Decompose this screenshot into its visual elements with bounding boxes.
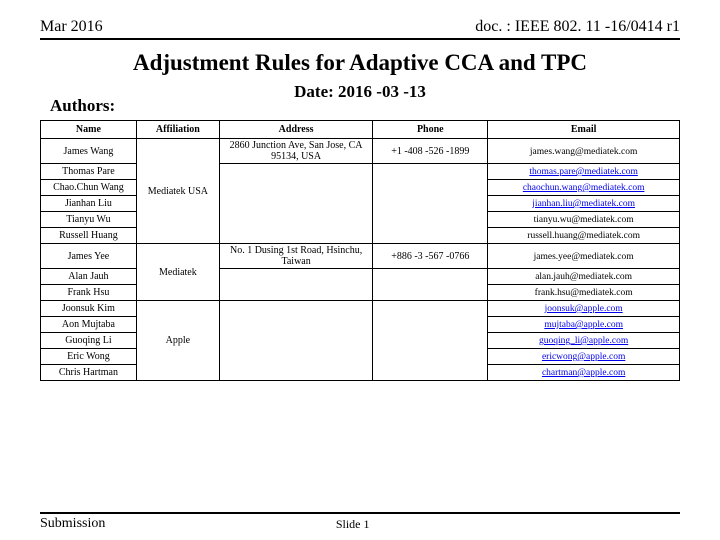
footer-slide: Slide 1	[105, 517, 600, 532]
author-phone	[373, 301, 488, 381]
author-affiliation: Mediatek	[136, 244, 219, 301]
author-phone: +1 -408 -526 -1899	[373, 139, 488, 164]
author-name: James Yee	[41, 244, 137, 269]
author-name: Chao.Chun Wang	[41, 180, 137, 196]
author-email: james.wang@mediatek.com	[488, 139, 680, 164]
page-title: Adjustment Rules for Adaptive CCA and TP…	[40, 50, 680, 76]
author-email: james.yee@mediatek.com	[488, 244, 680, 269]
author-address: No. 1 Dusing 1st Road, Hsinchu, Taiwan	[219, 244, 372, 269]
footer: Submission Slide 1	[40, 512, 680, 532]
author-phone: +886 -3 -567 -0766	[373, 244, 488, 269]
author-name: Guoqing Li	[41, 333, 137, 349]
author-email[interactable]: joonsuk@apple.com	[488, 301, 680, 317]
author-name: Chris Hartman	[41, 365, 137, 381]
author-phone	[373, 269, 488, 301]
author-email: tianyu.wu@mediatek.com	[488, 212, 680, 228]
col-address: Address	[219, 121, 372, 139]
author-address	[219, 269, 372, 301]
author-name: Aon Mujtaba	[41, 317, 137, 333]
author-email: frank.hsu@mediatek.com	[488, 285, 680, 301]
author-name: James Wang	[41, 139, 137, 164]
authors-label: Authors:	[50, 96, 680, 116]
col-email: Email	[488, 121, 680, 139]
author-name: Alan Jauh	[41, 269, 137, 285]
header-doc: doc. : IEEE 802. 11 -16/0414 r1	[475, 18, 680, 36]
author-phone	[373, 164, 488, 244]
col-name: Name	[41, 121, 137, 139]
author-address	[219, 301, 372, 381]
header-date: Mar 2016	[40, 18, 103, 36]
author-email[interactable]: guoqing_li@apple.com	[488, 333, 680, 349]
author-name: Russell Huang	[41, 228, 137, 244]
author-name: Thomas Pare	[41, 164, 137, 180]
author-name: Eric Wong	[41, 349, 137, 365]
author-email: russell.huang@mediatek.com	[488, 228, 680, 244]
author-address	[219, 164, 372, 244]
footer-left: Submission	[40, 516, 105, 532]
author-name: Joonsuk Kim	[41, 301, 137, 317]
col-phone: Phone	[373, 121, 488, 139]
table-header-row: Name Affiliation Address Phone Email	[41, 121, 680, 139]
header: Mar 2016 doc. : IEEE 802. 11 -16/0414 r1	[40, 18, 680, 40]
table-row: Joonsuk Kim Apple joonsuk@apple.com	[41, 301, 680, 317]
author-name: Tianyu Wu	[41, 212, 137, 228]
author-email[interactable]: mujtaba@apple.com	[488, 317, 680, 333]
table-row: James Yee Mediatek No. 1 Dusing 1st Road…	[41, 244, 680, 269]
author-email[interactable]: ericwong@apple.com	[488, 349, 680, 365]
author-affiliation: Mediatek USA	[136, 139, 219, 244]
col-affiliation: Affiliation	[136, 121, 219, 139]
author-email[interactable]: thomas.pare@mediatek.com	[488, 164, 680, 180]
table-row: James Wang Mediatek USA 2860 Junction Av…	[41, 139, 680, 164]
author-email[interactable]: jianhan.liu@mediatek.com	[488, 196, 680, 212]
author-email[interactable]: chaochun.wang@mediatek.com	[488, 180, 680, 196]
author-affiliation: Apple	[136, 301, 219, 381]
author-email: alan.jauh@mediatek.com	[488, 269, 680, 285]
authors-table: Name Affiliation Address Phone Email Jam…	[40, 120, 680, 381]
author-email[interactable]: chartman@apple.com	[488, 365, 680, 381]
author-address: 2860 Junction Ave, San Jose, CA 95134, U…	[219, 139, 372, 164]
author-name: Jianhan Liu	[41, 196, 137, 212]
author-name: Frank Hsu	[41, 285, 137, 301]
